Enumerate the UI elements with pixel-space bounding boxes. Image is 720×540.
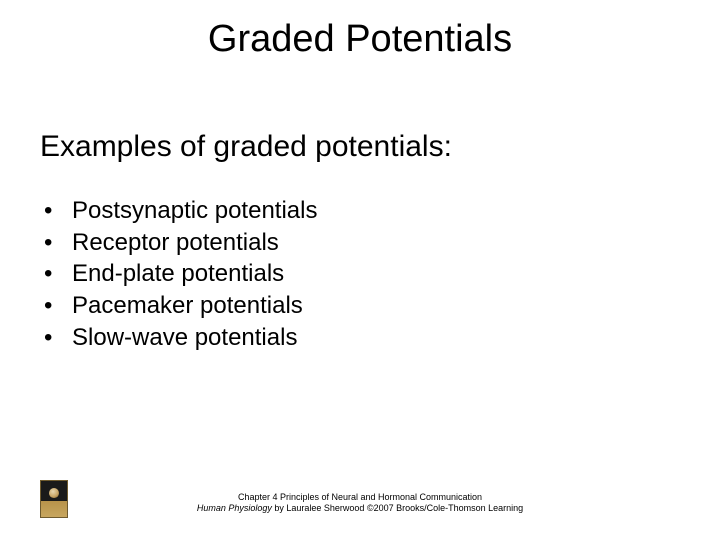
list-item: • Pacemaker potentials bbox=[44, 290, 317, 322]
bullet-marker: • bbox=[44, 227, 72, 259]
slide: Graded Potentials Examples of graded pot… bbox=[0, 0, 720, 540]
bullet-marker: • bbox=[44, 290, 72, 322]
bullet-marker: • bbox=[44, 322, 72, 354]
bullet-label: Slow-wave potentials bbox=[72, 322, 297, 354]
bullet-marker: • bbox=[44, 258, 72, 290]
bullet-marker: • bbox=[44, 195, 72, 227]
list-item: • Receptor potentials bbox=[44, 227, 317, 259]
bullet-label: Pacemaker potentials bbox=[72, 290, 303, 322]
bullet-label: Receptor potentials bbox=[72, 227, 279, 259]
list-item: • End-plate potentials bbox=[44, 258, 317, 290]
footer-chapter-line: Chapter 4 Principles of Neural and Hormo… bbox=[0, 492, 720, 503]
bullet-label: End-plate potentials bbox=[72, 258, 284, 290]
bullet-label: Postsynaptic potentials bbox=[72, 195, 317, 227]
list-item: • Postsynaptic potentials bbox=[44, 195, 317, 227]
footer-byline: by Lauralee Sherwood ©2007 Brooks/Cole-T… bbox=[272, 503, 523, 513]
list-item: • Slow-wave potentials bbox=[44, 322, 317, 354]
slide-title: Graded Potentials bbox=[0, 18, 720, 61]
slide-subtitle: Examples of graded potentials: bbox=[40, 130, 452, 164]
footer-attribution-line: Human Physiology by Lauralee Sherwood ©2… bbox=[0, 503, 720, 514]
bullet-list: • Postsynaptic potentials • Receptor pot… bbox=[44, 195, 317, 353]
slide-footer: Chapter 4 Principles of Neural and Hormo… bbox=[0, 492, 720, 515]
footer-book-title: Human Physiology bbox=[197, 503, 272, 513]
